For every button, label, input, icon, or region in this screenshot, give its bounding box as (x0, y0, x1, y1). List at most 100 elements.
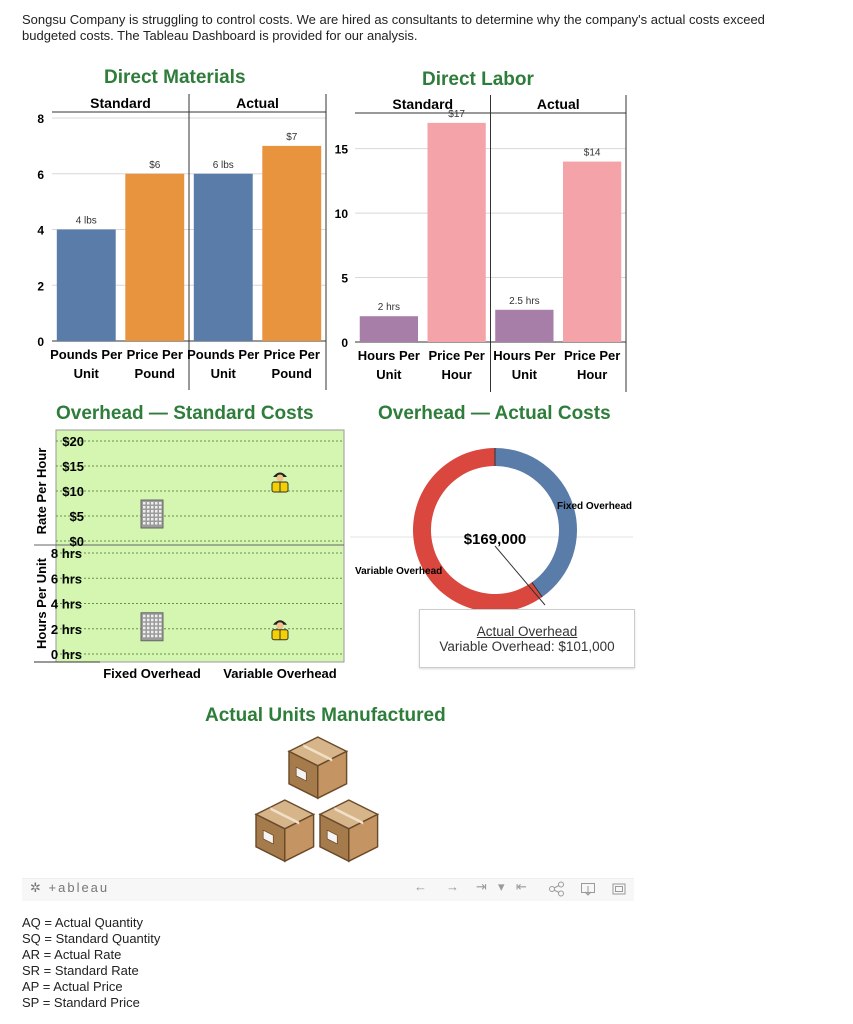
fullscreen-icon[interactable] (611, 881, 627, 897)
box-label (326, 829, 338, 845)
group-header: Actual (537, 96, 580, 112)
y-tick-label: $20 (62, 434, 84, 449)
box-icon (287, 736, 349, 800)
box-icon (254, 799, 316, 863)
building-window (151, 614, 154, 618)
legend-item: AP = Actual Price (22, 979, 123, 994)
donut-center-label: $169,000 (464, 531, 527, 548)
data-label: $6 (149, 160, 161, 171)
slice-separator (531, 582, 543, 598)
building-window (143, 626, 146, 630)
share-icon[interactable] (548, 881, 566, 897)
building-window (151, 506, 154, 509)
y-tick-label: $5 (70, 509, 84, 524)
category-label: Price Per (127, 347, 183, 362)
building-window (147, 630, 150, 634)
data-label: $14 (584, 148, 601, 159)
legend-item: AR = Actual Rate (22, 947, 122, 962)
category-label: Pound (135, 366, 175, 381)
building-window (159, 626, 162, 630)
y-tick-label: $0 (70, 534, 84, 549)
legend-item: AQ = Actual Quantity (22, 915, 144, 930)
oh-std-title: Overhead — Standard Costs (56, 403, 314, 424)
building-window (147, 522, 150, 525)
slice-label: Variable Overhead (355, 566, 442, 577)
tableau-logo[interactable]: ✲ +ableau (30, 880, 110, 895)
building-window (155, 626, 158, 630)
building-window (155, 614, 158, 618)
slice-label: Fixed Overhead (557, 501, 632, 512)
building-window (147, 618, 150, 622)
x-category-label: Fixed Overhead (103, 666, 201, 681)
building-window (143, 630, 146, 634)
building-window (155, 502, 158, 505)
first-page-button[interactable]: ⇤ (516, 879, 527, 894)
building-window (155, 514, 158, 517)
data-label: 2.5 hrs (509, 296, 540, 307)
building-window (159, 634, 162, 638)
bar (193, 173, 253, 341)
building-window (159, 506, 162, 509)
legend-item: SP = Standard Price (22, 995, 140, 1010)
worker-face (276, 474, 284, 482)
y-axis-label: Rate Per Hour (34, 448, 49, 535)
building-window (143, 502, 146, 505)
bar (427, 122, 486, 342)
worker-icon (271, 472, 289, 493)
download-icon[interactable] (580, 881, 596, 897)
group-header: Actual (236, 95, 279, 111)
category-label: Hour (441, 367, 471, 382)
building-window (159, 614, 162, 618)
revert-dropdown-icon[interactable]: ▾ (498, 879, 505, 894)
building-icon (140, 612, 164, 642)
y-tick-label: $10 (62, 484, 84, 499)
group-header: Standard (392, 96, 453, 112)
building-window (143, 510, 146, 513)
donut-slice (413, 448, 543, 612)
y-tick-label: 4 (37, 224, 44, 238)
tooltip-line: Variable Overhead: $101,000 (439, 639, 615, 654)
y-tick-label: 8 (37, 112, 44, 126)
worker-face (276, 622, 284, 630)
building-window (147, 622, 150, 626)
revert-button[interactable]: ⇥ (476, 879, 487, 894)
category-label: Unit (376, 367, 402, 382)
building-window (147, 510, 150, 513)
building-window (147, 626, 150, 630)
redo-button[interactable]: → (446, 879, 459, 894)
undo-button[interactable]: ← (414, 879, 427, 894)
category-label: Hours Per (358, 348, 420, 363)
y-axis-label: Hours Per Unit (34, 557, 49, 649)
y-tick-label: 2 hrs (51, 622, 82, 637)
building-window (151, 618, 154, 622)
data-label: 4 lbs (76, 216, 97, 227)
box-right (317, 750, 348, 800)
legend-item: SR = Standard Rate (22, 963, 139, 978)
units-title: Actual Units Manufactured (205, 705, 446, 726)
building-window (159, 522, 162, 525)
building-window (159, 518, 162, 521)
building-window (147, 634, 150, 638)
data-label: $17 (448, 109, 465, 120)
overhead-standard-chart: $0 $5 $10 $15 $20 Rate Per Hour 0 hrs 2 hrs 4 hr… (34, 429, 345, 681)
building-window (151, 522, 154, 525)
y-tick-label: 6 hrs (51, 571, 82, 586)
y-tick-label: 10 (335, 207, 349, 221)
building-window (151, 514, 154, 517)
overhead-actual-donut: $169,000 Fixed Overhead Variable Overhead (350, 448, 633, 612)
building-window (159, 510, 162, 513)
abbreviation-legend: AQ = Actual Quantity SQ = Standard Quant… (22, 915, 160, 1011)
oh-panel-border (55, 429, 345, 663)
building-window (143, 518, 146, 521)
y-tick-label: 2 (37, 279, 44, 293)
category-label: Price Per (564, 348, 620, 363)
building-window (155, 522, 158, 525)
group-header: Standard (90, 95, 151, 111)
building-icon (140, 499, 164, 529)
data-label: 2 hrs (378, 302, 400, 313)
data-label: 6 lbs (213, 160, 234, 171)
building-window (143, 522, 146, 525)
building-window (151, 634, 154, 638)
overhead-tooltip: Actual Overhead Variable Overhead: $101,… (419, 609, 635, 668)
